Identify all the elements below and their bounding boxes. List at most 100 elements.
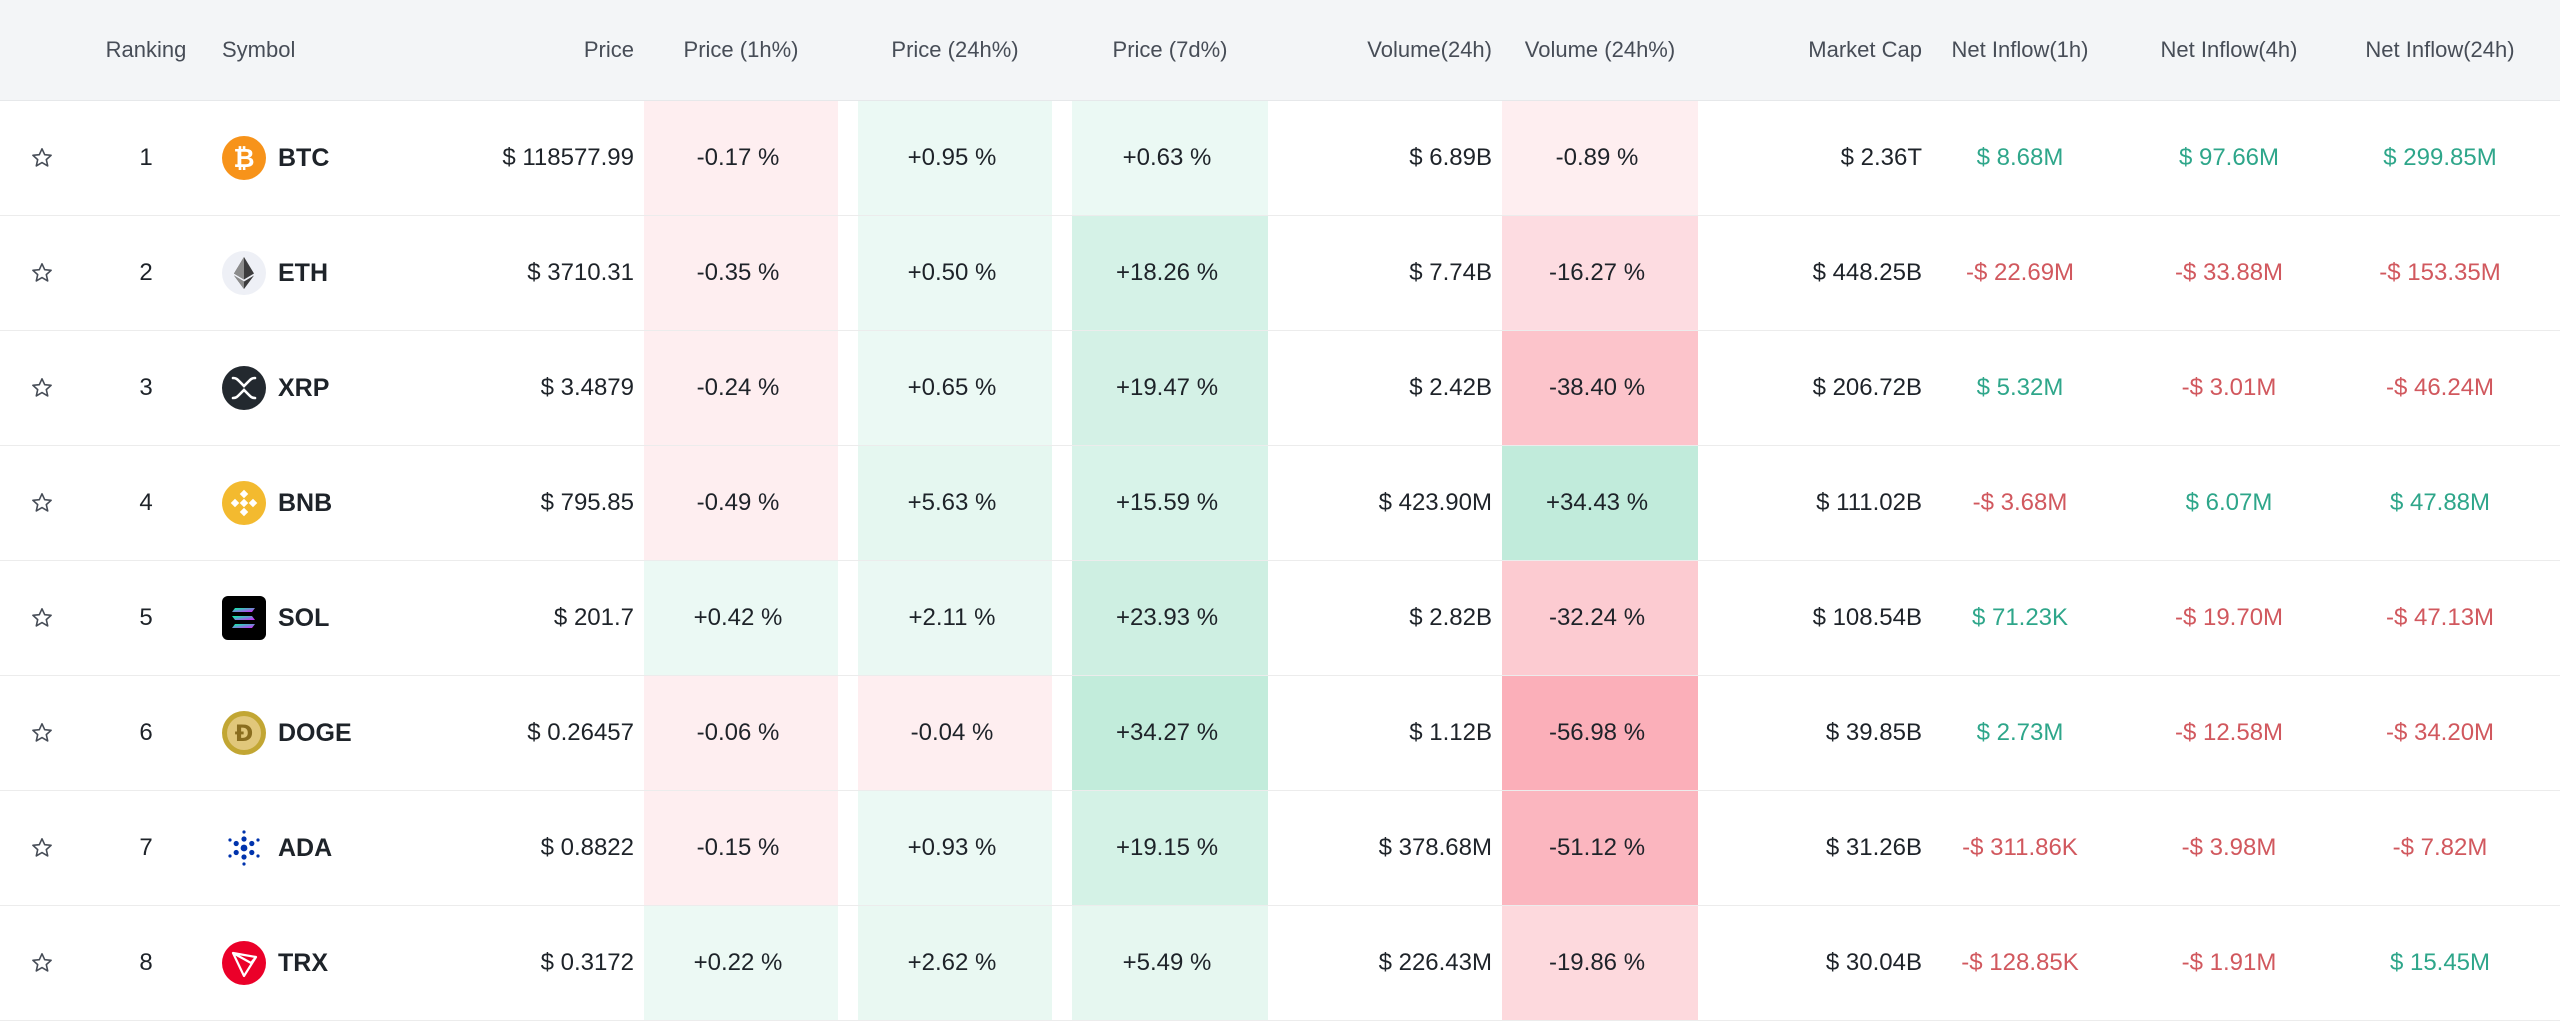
favorite-star-icon[interactable]: [0, 791, 84, 905]
price-change-1h: +0.42 %: [644, 561, 838, 675]
rank: 6: [139, 719, 153, 746]
net-inflow-1h: -$ 3.68M: [1972, 489, 2068, 516]
symbol-cell[interactable]: ETH: [222, 216, 472, 330]
price: $ 201.7: [553, 604, 634, 631]
symbol-cell[interactable]: SOL: [222, 561, 472, 675]
net-inflow-1h: $ 2.73M: [1976, 719, 2064, 746]
header-price-7d[interactable]: Price (7d%): [1112, 37, 1228, 62]
net-inflow-24h: -$ 46.24M: [2385, 374, 2495, 401]
price-change-1h: +0.22 %: [644, 906, 838, 1020]
price-change-24h: +5.63 %: [858, 446, 1052, 560]
favorite-star-icon[interactable]: [0, 561, 84, 675]
volume-24h: $ 2.82B: [1409, 604, 1492, 631]
volume-change-24h: -51.12 %: [1502, 791, 1698, 905]
symbol: BTC: [278, 143, 330, 172]
market-cap: $ 206.72B: [1812, 374, 1922, 401]
price-change-1h: -0.49 %: [644, 446, 838, 560]
price-change-7d: +15.59 %: [1072, 446, 1268, 560]
price-change-7d: +23.93 %: [1072, 561, 1268, 675]
volume-24h: $ 423.90M: [1378, 489, 1492, 516]
volume-change-24h: -38.40 %: [1502, 331, 1698, 445]
net-inflow-4h: -$ 3.01M: [2181, 374, 2277, 401]
net-inflow-4h: -$ 3.98M: [2181, 834, 2277, 861]
favorite-star-icon[interactable]: [0, 906, 84, 1020]
xrp-icon: [222, 366, 266, 410]
table-row-trx[interactable]: 8 TRX $ 0.3172 +0.22 % +2.62 % +5.49 % $…: [0, 906, 2560, 1021]
symbol-cell[interactable]: TRX: [222, 906, 472, 1020]
rank: 1: [139, 144, 153, 171]
header-net-inflow-4h[interactable]: Net Inflow(4h): [2160, 37, 2298, 62]
symbol-cell[interactable]: ADA: [222, 791, 472, 905]
header-volume-24h-pct[interactable]: Volume (24h%): [1524, 37, 1676, 62]
price: $ 0.26457: [527, 719, 634, 746]
bnb-icon: [222, 481, 266, 525]
net-inflow-4h: -$ 1.91M: [2181, 949, 2277, 976]
favorite-star-icon[interactable]: [0, 676, 84, 790]
volume-24h: $ 7.74B: [1409, 259, 1492, 286]
price-change-7d: +19.47 %: [1072, 331, 1268, 445]
net-inflow-24h: -$ 153.35M: [2379, 259, 2501, 286]
table-row-eth[interactable]: 2 ETH $ 3710.31 -0.35 % +0.50 % +18.26 %…: [0, 216, 2560, 331]
header-volume-24h[interactable]: Volume(24h): [1367, 37, 1492, 62]
symbol-cell[interactable]: Ð DOGE: [222, 676, 472, 790]
volume-24h: $ 2.42B: [1409, 374, 1492, 401]
header-net-inflow-24h[interactable]: Net Inflow(24h): [2365, 37, 2515, 62]
table-row-bnb[interactable]: 4 BNB $ 795.85 -0.49 % +5.63 % +15.59 % …: [0, 446, 2560, 561]
table-row-btc[interactable]: 1 ₿ BTC $ 118577.99 -0.17 % +0.95 % +0.6…: [0, 101, 2560, 216]
price-change-24h: +0.95 %: [858, 101, 1052, 215]
favorite-star-icon[interactable]: [0, 446, 84, 560]
net-inflow-1h: -$ 311.86K: [1962, 834, 2078, 861]
symbol: XRP: [278, 373, 330, 402]
price-change-24h: +2.62 %: [858, 906, 1052, 1020]
market-cap: $ 30.04B: [1825, 949, 1922, 976]
net-inflow-4h: -$ 12.58M: [2174, 719, 2284, 746]
ethereum-icon: [222, 251, 266, 295]
header-ranking[interactable]: Ranking: [105, 37, 187, 62]
rank: 8: [139, 949, 153, 976]
price-change-1h: -0.17 %: [644, 101, 838, 215]
symbol-cell[interactable]: BNB: [222, 446, 472, 560]
bitcoin-icon: ₿: [222, 136, 266, 180]
symbol-cell[interactable]: XRP: [222, 331, 472, 445]
table-row-doge[interactable]: 6 Ð DOGE $ 0.26457 -0.06 % -0.04 % +34.2…: [0, 676, 2560, 791]
rank: 2: [139, 259, 153, 286]
volume-24h: $ 226.43M: [1378, 949, 1492, 976]
price-change-1h: -0.06 %: [644, 676, 838, 790]
price-change-24h: +0.50 %: [858, 216, 1052, 330]
table-row-xrp[interactable]: 3 XRP $ 3.4879 -0.24 % +0.65 % +19.47 % …: [0, 331, 2560, 446]
net-inflow-4h: $ 97.66M: [2178, 144, 2280, 171]
net-inflow-24h: -$ 47.13M: [2385, 604, 2495, 631]
price: $ 3.4879: [540, 374, 634, 401]
favorite-star-icon[interactable]: [0, 331, 84, 445]
price-change-7d: +0.63 %: [1072, 101, 1268, 215]
header-symbol[interactable]: Symbol: [222, 37, 296, 62]
favorite-star-icon[interactable]: [0, 216, 84, 330]
net-inflow-24h: $ 299.85M: [2383, 144, 2497, 171]
price-change-24h: +2.11 %: [858, 561, 1052, 675]
market-cap: $ 39.85B: [1825, 719, 1922, 746]
header-price[interactable]: Price: [583, 37, 634, 62]
table-row-ada[interactable]: 7 ADA $ 0.8822 -0.15 % +0.93 % +19.15 % …: [0, 791, 2560, 906]
price-change-7d: +5.49 %: [1072, 906, 1268, 1020]
solana-icon: [222, 596, 266, 640]
price: $ 0.3172: [540, 949, 634, 976]
price: $ 118577.99: [502, 144, 634, 171]
symbol: ADA: [278, 833, 333, 862]
header-market-cap[interactable]: Market Cap: [1808, 37, 1922, 62]
table-row-sol[interactable]: 5 SOL $ 201.7 +0.42 % +2.11 % +23.93 % $…: [0, 561, 2560, 676]
favorite-star-icon[interactable]: [0, 101, 84, 215]
price: $ 3710.31: [527, 259, 634, 286]
tron-icon: [222, 941, 266, 985]
header-price-1h[interactable]: Price (1h%): [683, 37, 799, 62]
symbol-cell[interactable]: ₿ BTC: [222, 101, 472, 215]
price-change-1h: -0.35 %: [644, 216, 838, 330]
volume-change-24h: -32.24 %: [1502, 561, 1698, 675]
rank: 5: [139, 604, 153, 631]
header-price-24h[interactable]: Price (24h%): [891, 37, 1019, 62]
header-net-inflow-1h[interactable]: Net Inflow(1h): [1951, 37, 2089, 62]
svg-text:Ð: Ð: [235, 722, 253, 747]
net-inflow-24h: $ 15.45M: [2389, 949, 2491, 976]
rank: 3: [139, 374, 153, 401]
price-change-7d: +18.26 %: [1072, 216, 1268, 330]
